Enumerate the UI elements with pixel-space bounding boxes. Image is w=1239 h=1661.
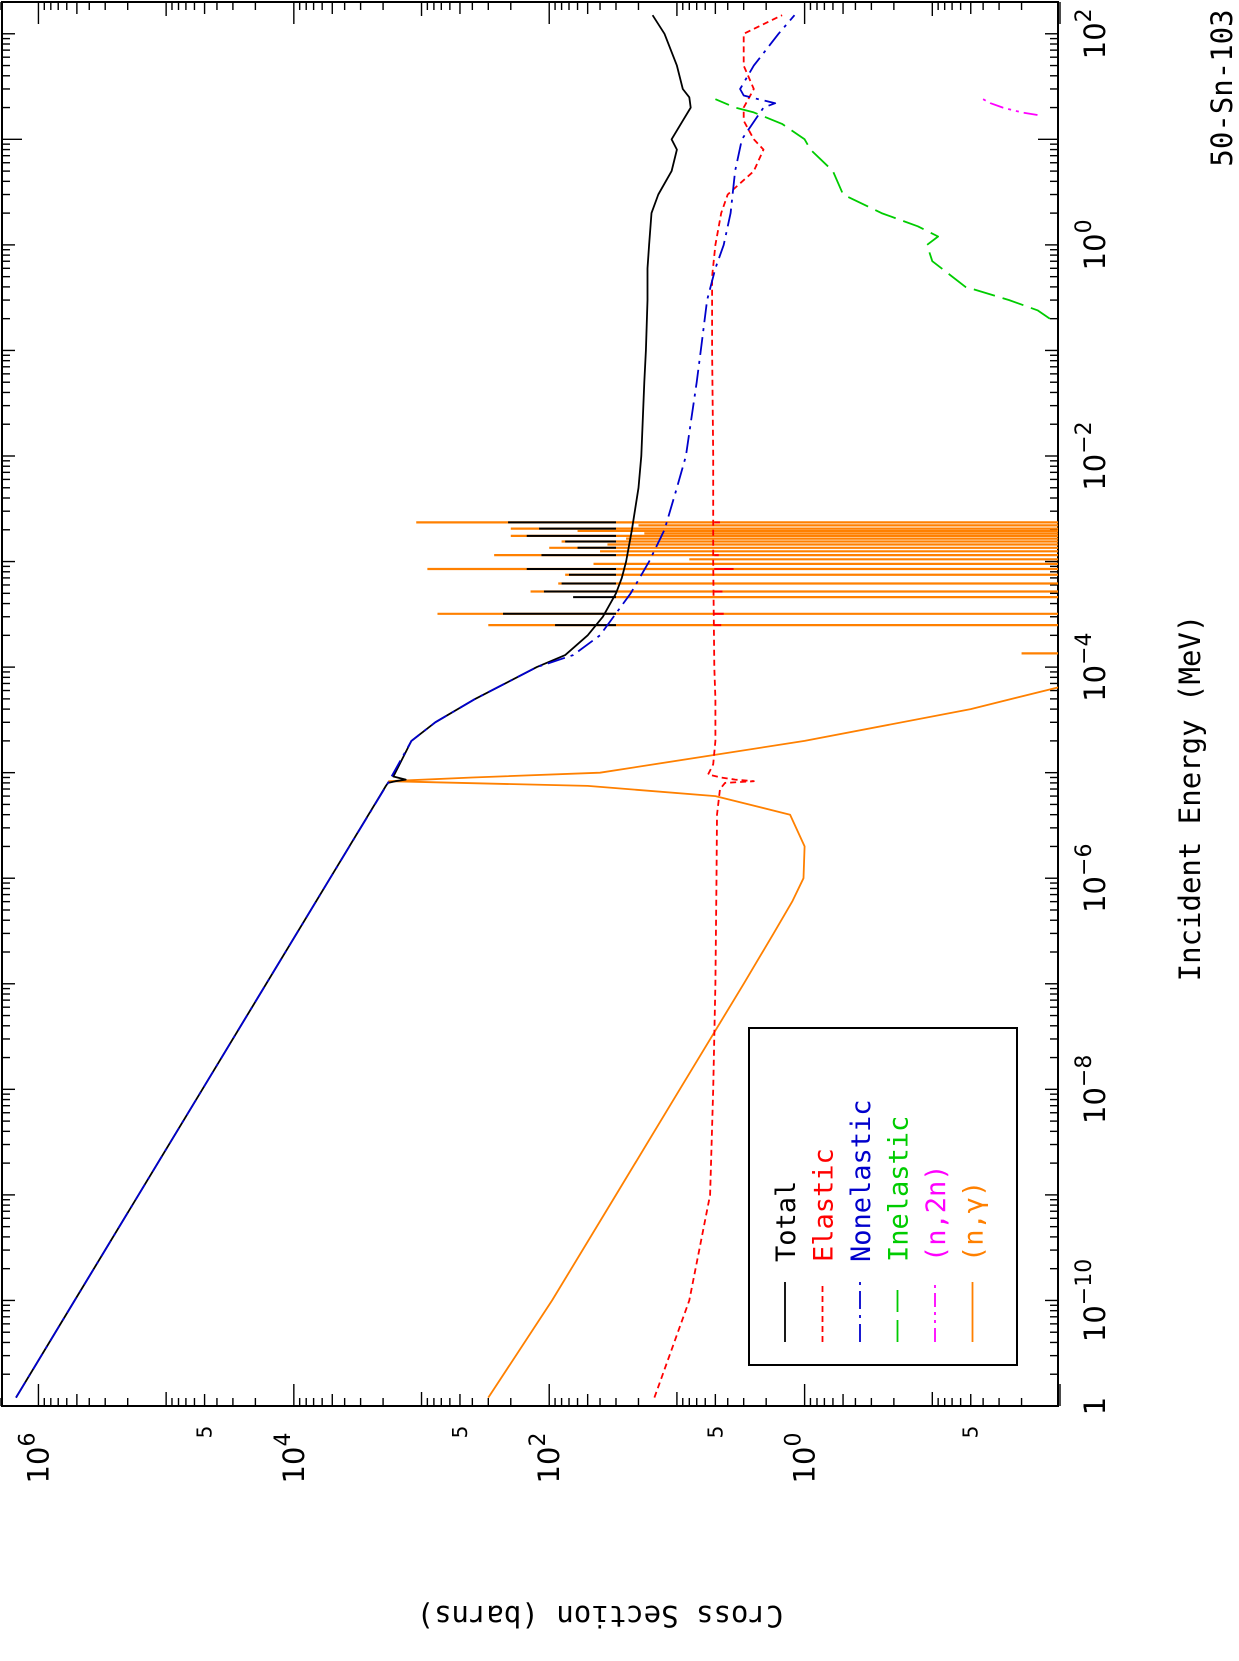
- plot-frame: [1, 1, 1059, 1407]
- y-minor-tick-label: 5: [703, 1426, 727, 1439]
- series-nonelastic-line: [15, 14, 796, 1399]
- legend-label: Total: [771, 1181, 802, 1262]
- y-tick-label: 102: [526, 1433, 566, 1484]
- series-inelastic-line: [715, 98, 1051, 320]
- series-elastic-resonances: [714, 521, 734, 627]
- svg-text:5: 5: [193, 1426, 217, 1439]
- legend-label: Inelastic: [884, 1116, 915, 1262]
- svg-text:5: 5: [959, 1426, 983, 1439]
- legend-label: (n,γ): [959, 1181, 990, 1262]
- svg-text:(n,2n): (n,2n): [921, 1164, 952, 1262]
- svg-text:Total: Total: [771, 1181, 802, 1262]
- chart-title: 50-Sn-103: [1205, 9, 1239, 166]
- svg-text:(n,γ): (n,γ): [959, 1181, 990, 1262]
- svg-text:5: 5: [448, 1426, 472, 1439]
- svg-text:Nonelastic: Nonelastic: [846, 1099, 877, 1262]
- series-n-line: [387, 686, 1058, 1399]
- y-axis-label: Cross Section (barns): [417, 1599, 784, 1633]
- series-total-resonances: [503, 521, 616, 627]
- y-minor-tick-label: 5: [193, 1426, 217, 1439]
- x-tick-label: 10−6: [1072, 844, 1112, 913]
- series-n-2n-line: [982, 98, 1038, 116]
- legend-label: Elastic: [809, 1148, 840, 1262]
- svg-text:1: 1: [1078, 1397, 1112, 1415]
- series-total-line: [15, 14, 692, 1399]
- legend-label: (n,2n): [921, 1164, 952, 1262]
- plot-border: [1, 1, 1059, 1407]
- svg-text:102: 102: [526, 1433, 566, 1484]
- svg-text:Inelastic: Inelastic: [884, 1116, 915, 1262]
- svg-text:10−6: 10−6: [1072, 844, 1112, 913]
- legend: Total Elastic Nonelastic Inelastic (n,2n) (n,…: [748, 1027, 1018, 1366]
- y-minor-tick-label: 5: [959, 1426, 983, 1439]
- series-layer: [15, 14, 1058, 1399]
- svg-text:Elastic: Elastic: [809, 1148, 840, 1262]
- svg-text:5: 5: [703, 1426, 727, 1439]
- x-axis-label: Incident Energy (MeV): [1173, 615, 1207, 982]
- legend-label: Nonelastic: [846, 1099, 877, 1262]
- y-minor-tick-label: 5: [448, 1426, 472, 1439]
- x-tick-label: 1: [1078, 1397, 1112, 1415]
